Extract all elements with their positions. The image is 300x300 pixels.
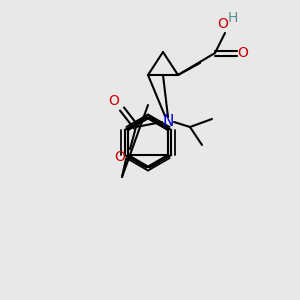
Text: H: H	[228, 11, 238, 25]
Text: O: O	[218, 17, 228, 31]
Text: O: O	[238, 46, 248, 60]
Text: O: O	[115, 150, 125, 164]
Text: O: O	[109, 94, 119, 108]
Text: N: N	[162, 115, 174, 130]
